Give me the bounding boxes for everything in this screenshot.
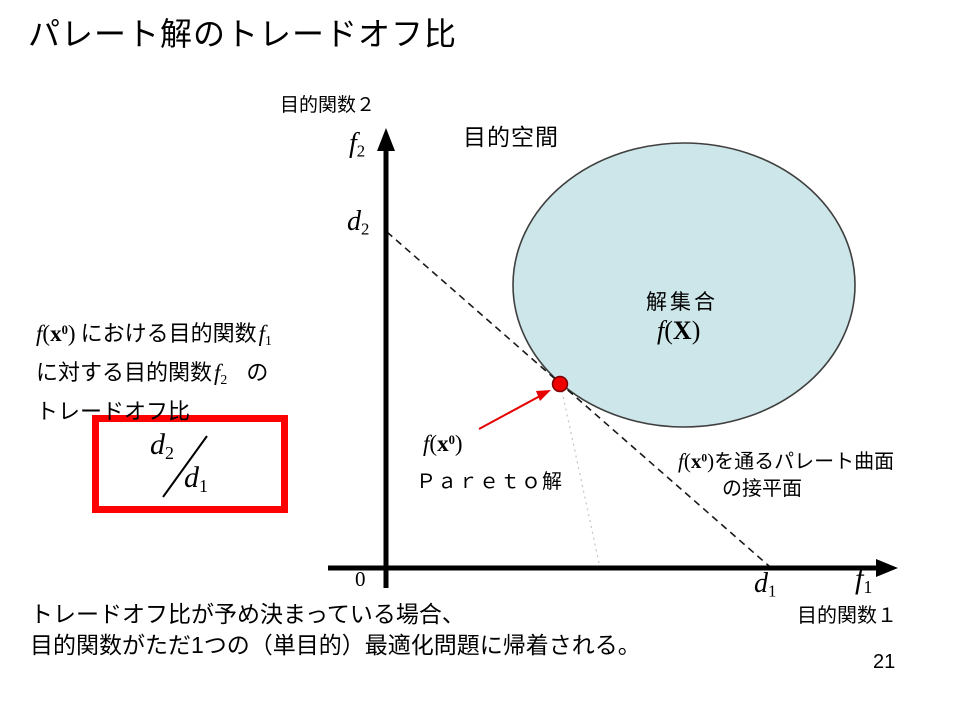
f2-axis-label: f2 <box>349 128 366 161</box>
pareto-solution-label: Ｐａｒｅｔｏ解 <box>416 471 563 493</box>
page-number: 21 <box>873 651 896 673</box>
y-axis-title: 目的関数２ <box>280 95 376 116</box>
d2-axis-label: d2 <box>347 206 370 239</box>
f2-math: f2 <box>214 359 228 387</box>
conclusion-line1: トレードオフ比が予め決まっている場合、 <box>30 601 465 627</box>
ratio-numerator: d2 <box>150 428 174 464</box>
f1-math: f1 <box>258 320 272 348</box>
ratio-slash <box>162 435 208 498</box>
tradeoff-note-line3: トレードオフ比 <box>36 398 191 424</box>
pareto-arrow-line <box>478 395 541 430</box>
tradeoff-note-line2: に対する目的関数f2 の <box>36 359 269 387</box>
fx0-math: f(x0) <box>36 320 76 346</box>
x-axis-title: 目的関数１ <box>797 605 897 627</box>
f1-axis-label: f1 <box>855 562 873 598</box>
pareto-point-dot <box>551 375 569 393</box>
y-axis-arrowhead-icon <box>377 128 395 151</box>
conclusion-text: トレードオフ比が予め決まっている場合、 目的関数がただ1つの（単目的）最適化問題… <box>30 599 641 661</box>
tangent-plane-label-line2: の接平面 <box>722 478 802 500</box>
pareto-arrowhead-icon <box>536 390 551 401</box>
tangent-dashed-line <box>386 231 770 567</box>
fx0-point-label: f(x0) <box>423 431 463 456</box>
tradeoff-ratio-box <box>92 415 288 513</box>
objective-space-label: 目的空間 <box>463 124 559 150</box>
solution-set-label: 解集合 <box>646 291 718 314</box>
conclusion-line2: 目的関数がただ1つの（単目的）最適化問題に帰着される。 <box>30 632 641 658</box>
tradeoff-note-line1: f(x0) における目的関数f1 <box>36 320 272 348</box>
d1-axis-label: d1 <box>754 568 777 601</box>
ratio-denominator: d1 <box>184 461 208 497</box>
solution-set-ellipse <box>512 142 856 428</box>
x-axis-arrowhead-icon <box>876 559 898 577</box>
origin-label: 0 <box>355 567 366 591</box>
tangent-plane-label-line1: f(x0)を通るパレート曲面 <box>678 449 895 473</box>
page-title: パレート解のトレードオフ比 <box>28 16 458 52</box>
tradeoff-note: f(x0) における目的関数f1 に対する目的関数f2 の トレードオフ比 <box>36 314 277 428</box>
construction-dotted-line <box>561 390 600 564</box>
fx0-math-tangent: f(x0) <box>678 449 715 473</box>
fX-label: f(X) <box>657 316 701 345</box>
